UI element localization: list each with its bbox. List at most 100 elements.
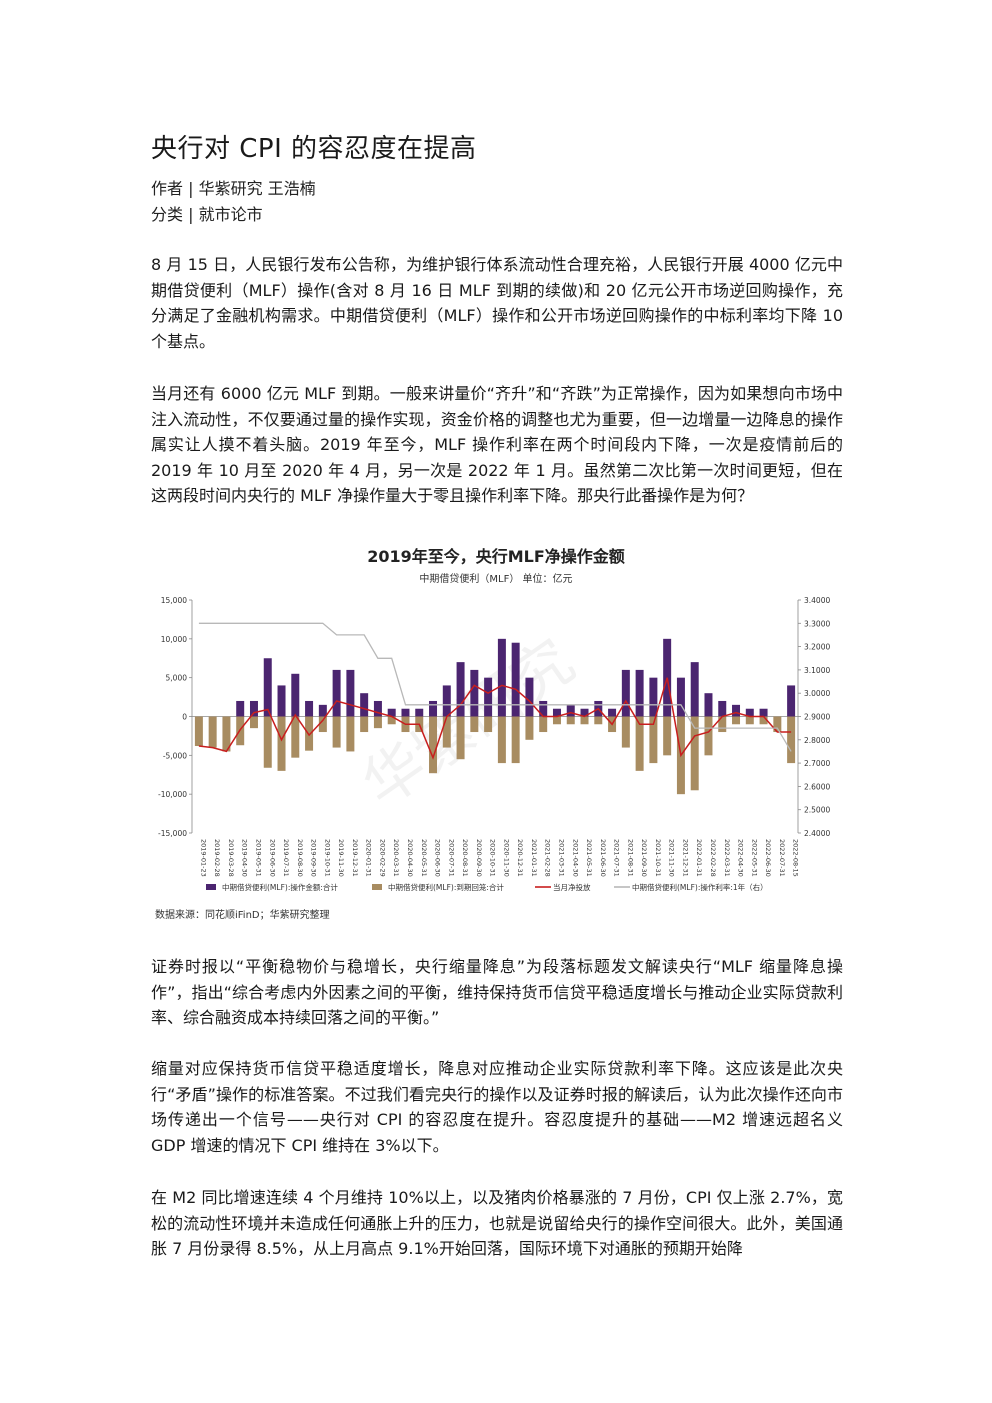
x-tick-label: 2020-11-30 [502,839,510,877]
bar-operation [236,700,245,717]
paragraph-5: 在 M2 同比增速连续 4 个月维持 10%以上，以及猪肉价格暴涨的 7 月份，… [151,1188,843,1258]
legend-label: 中期借贷便利(MLF):操作利率:1年（右） [632,882,768,892]
x-tick-label: 2019-08-30 [296,839,304,877]
bar-maturity [497,716,506,764]
x-tick-label: 2020-05-31 [420,839,428,877]
bar-operation [249,700,258,717]
x-tick-label: 2021-11-30 [668,839,676,877]
paragraph-2: 当月还有 6000 亿元 MLF 到期。一般来讲量价“齐升”和“齐跌”为正常操作… [151,384,843,505]
x-tick-label: 2019-02-28 [213,839,221,877]
article-title: 央行对 CPI 的容忍度在提高 [151,134,477,164]
mlf-chart: 华紫研究 -15,000 -10,000 -5,000 0 5,000 10,000 15,0… [158,596,830,892]
x-tick-label: 2019-10-31 [323,839,331,877]
x-tick-label: 2020-01-31 [365,839,373,877]
bar-maturity [580,716,589,725]
bar-maturity [773,716,782,733]
bar-maturity [663,716,672,756]
bar-operation [470,669,479,717]
y2-tick-label: 2.6000 [804,782,830,791]
legend-label: 中期借贷便利(MLF):到期回笼:合计 [388,882,504,892]
bar-operation [608,708,617,717]
bar-operation [277,685,286,717]
x-tick-label: 2021-03-31 [557,839,565,877]
bar-maturity [318,716,327,733]
bar-operation [497,638,506,717]
bar-operation [621,669,630,717]
bar-maturity [346,716,355,752]
bar-operation [580,708,589,717]
x-tick-label: 2019-07-31 [282,839,290,877]
x-tick-label: 2021-09-30 [640,839,648,877]
x-tick-label: 2020-12-31 [516,839,524,877]
bar-operation [318,704,327,717]
bar-maturity [525,716,534,740]
bar-maturity [360,716,369,733]
bar-maturity [387,716,396,725]
bar-maturity [249,716,258,729]
paragraph-1: 8 月 15 日，人民银行发布公告称，为维护银行体系流动性合理充裕，人民银行开展… [151,255,843,351]
y2-tick-label: 3.3000 [804,619,830,628]
watermark-text: 华紫研究 [350,626,587,821]
bar-operation [305,700,314,717]
y2-tick-label: 3.4000 [804,596,830,605]
x-tick-label: 2021-02-28 [544,839,552,877]
bar-operation [401,708,410,717]
y2-tick-label: 2.7000 [804,759,830,768]
bar-maturity [194,716,203,747]
bar-operation [387,708,396,717]
x-tick-label: 2021-10-31 [654,839,662,877]
bar-maturity [456,716,465,760]
y2-tick-label: 2.9000 [804,713,830,722]
bar-operation [360,693,369,717]
x-tick-label: 2022-05-31 [750,839,758,877]
x-tick-label: 2020-02-29 [378,839,386,877]
x-tick-label: 2021-04-30 [571,839,579,877]
y2-tick-label: 3.1000 [804,666,830,675]
bar-operation [649,677,658,717]
y-tick-label: 5,000 [166,674,188,683]
x-tick-label: 2022-02-28 [709,839,717,877]
bar-operation [566,704,575,717]
bar-operation [456,662,465,717]
bar-operation [718,700,727,717]
bar-operation [552,708,561,717]
bar-maturity [539,716,548,733]
bar-operation [415,708,424,717]
y2-tick-label: 2.5000 [804,806,830,815]
bar-operation [635,669,644,717]
x-tick-label: 2019-05-31 [254,839,262,877]
bar-operation [484,677,493,717]
bar-maturity [429,716,438,774]
chart-subtitle: 中期借贷便利（MLF） 单位：亿元 [419,574,573,585]
bar-maturity [690,716,699,791]
x-tick-label: 2021-06-30 [599,839,607,877]
legend-swatch [372,884,382,890]
bar-maturity [305,716,314,751]
x-tick-label: 2022-03-31 [723,839,731,877]
x-tick-label: 2022-08-15 [792,839,800,877]
bar-maturity [635,716,644,771]
bar-maturity [621,716,630,748]
legend-label: 当月净投放 [553,882,591,892]
bar-operation [732,704,741,717]
bar-maturity [511,716,520,764]
x-tick-label: 2020-06-30 [434,839,442,877]
bar-operation [332,669,341,717]
bar-maturity [263,716,272,768]
bar-maturity [277,716,286,771]
x-tick-label: 2021-01-31 [530,839,538,877]
bar-maturity [442,716,451,748]
x-tick-label: 2019-06-30 [268,839,276,877]
bar-maturity [484,716,493,733]
x-tick-label: 2019-04-30 [241,839,249,877]
bar-operation [759,708,768,717]
x-tick-label: 2020-09-30 [475,839,483,877]
bar-maturity [704,716,713,756]
bar-maturity [552,716,561,725]
bar-maturity [732,716,741,725]
x-tick-label: 2021-08-31 [626,839,634,877]
paragraph-4: 缩量对应保持货币信贷平稳适度增长，降息对应推动企业实际贷款利率下降。这应该是此次… [151,1059,843,1155]
y-tick-label: -10,000 [158,790,187,799]
x-tick-label: 2022-06-30 [764,839,772,877]
x-tick-label: 2019-12-31 [351,839,359,877]
